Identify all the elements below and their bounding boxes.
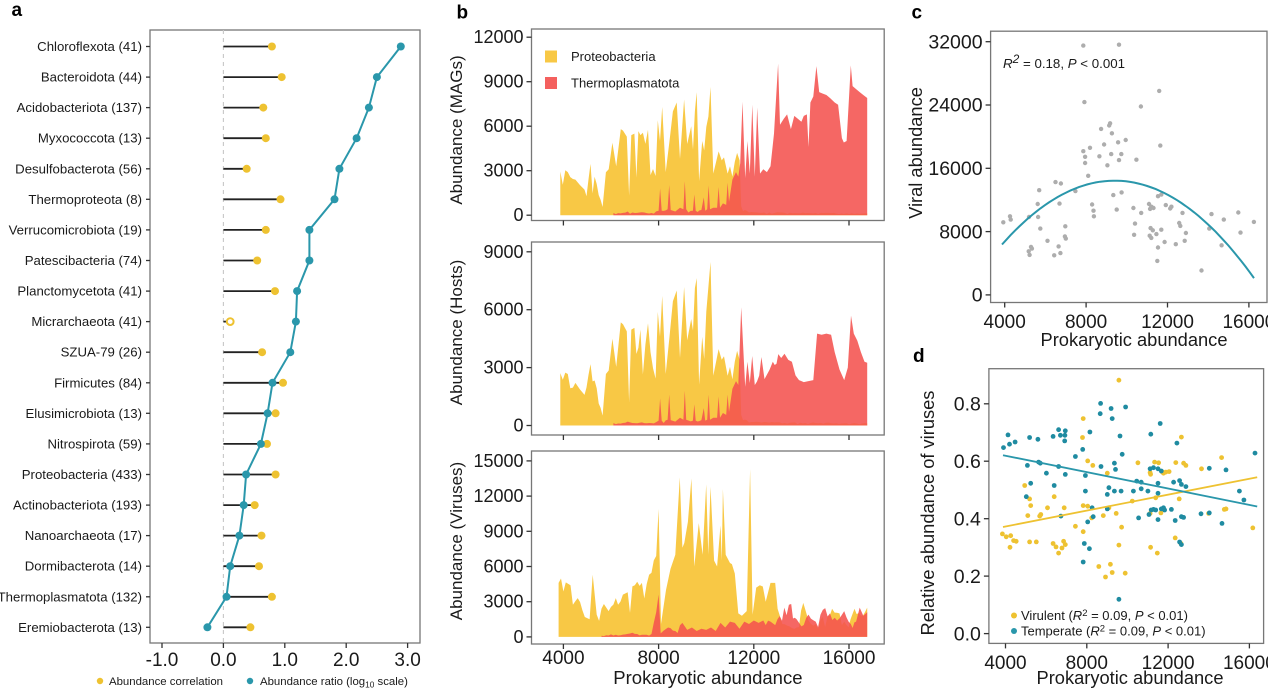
svg-text:8000: 8000: [939, 221, 983, 243]
svg-text:8000: 8000: [1065, 312, 1107, 333]
svg-text:Nanoarchaeota (17): Nanoarchaeota (17): [25, 528, 142, 543]
svg-text:0.0: 0.0: [210, 650, 236, 671]
svg-text:Temperate (R2 = 0.09, P < 0.01: Temperate (R2 = 0.09, P < 0.01): [1021, 623, 1206, 638]
svg-text:0.2: 0.2: [954, 566, 981, 588]
svg-text:SZUA-79 (26): SZUA-79 (26): [61, 345, 142, 360]
svg-text:16000: 16000: [823, 648, 876, 669]
svg-text:Abundance correlation: Abundance correlation: [109, 676, 223, 688]
svg-text:Eremiobacterota (13): Eremiobacterota (13): [18, 620, 142, 635]
svg-text:Bacteroidota (44): Bacteroidota (44): [41, 70, 142, 85]
svg-text:Prokaryotic abundance: Prokaryotic abundance: [613, 667, 802, 688]
svg-text:c: c: [912, 3, 923, 24]
svg-text:Desulfobacterota (56): Desulfobacterota (56): [15, 161, 142, 176]
svg-text:Viral abundance: Viral abundance: [905, 87, 926, 219]
svg-text:6000: 6000: [483, 557, 523, 577]
svg-text:4000: 4000: [542, 648, 584, 669]
svg-text:0.6: 0.6: [954, 451, 981, 473]
svg-text:Abundance (Hosts): Abundance (Hosts): [447, 260, 466, 406]
svg-text:6000: 6000: [483, 116, 523, 136]
svg-text:-1.0: -1.0: [146, 650, 179, 671]
svg-text:4000: 4000: [984, 312, 1026, 333]
svg-text:Abundance (Viruses): Abundance (Viruses): [447, 462, 466, 620]
svg-text:Thermoplasmatota (132): Thermoplasmatota (132): [0, 589, 142, 604]
svg-text:Micrarchaeota (41): Micrarchaeota (41): [31, 314, 142, 329]
svg-text:0.4: 0.4: [954, 508, 981, 530]
svg-text:3000: 3000: [483, 161, 523, 181]
svg-text:2.0: 2.0: [333, 650, 359, 671]
svg-text:Prokaryotic abundance: Prokaryotic abundance: [1041, 329, 1228, 350]
svg-text:0: 0: [513, 416, 523, 436]
svg-text:Proteobacteria: Proteobacteria: [571, 49, 656, 64]
svg-text:12000: 12000: [473, 486, 523, 506]
svg-text:Virulent (R2 = 0.09, P < 0.01): Virulent (R2 = 0.09, P < 0.01): [1021, 608, 1188, 623]
svg-text:1.0: 1.0: [272, 650, 298, 671]
svg-text:Prokaryotic abundance: Prokaryotic abundance: [1037, 667, 1224, 688]
svg-text:R2 = 0.18, P < 0.001: R2 = 0.18, P < 0.001: [1003, 52, 1125, 71]
svg-text:9000: 9000: [483, 72, 523, 92]
svg-text:32000: 32000: [928, 31, 982, 53]
svg-text:Thermoproteota (8): Thermoproteota (8): [28, 192, 142, 207]
svg-text:Thermoplasmatota: Thermoplasmatota: [571, 76, 680, 91]
svg-text:0: 0: [513, 205, 523, 225]
svg-text:4000: 4000: [984, 653, 1026, 674]
svg-text:3000: 3000: [483, 358, 523, 378]
svg-text:16000: 16000: [1223, 653, 1268, 674]
svg-text:Abundance (MAGs): Abundance (MAGs): [447, 55, 466, 204]
svg-text:6000: 6000: [483, 300, 523, 320]
svg-text:9000: 9000: [483, 521, 523, 541]
svg-text:12000: 12000: [1141, 312, 1194, 333]
svg-text:15000: 15000: [473, 451, 523, 471]
svg-text:b: b: [457, 3, 469, 24]
svg-text:Elusimicrobiota (13): Elusimicrobiota (13): [25, 406, 142, 421]
svg-text:3.0: 3.0: [394, 650, 420, 671]
svg-text:9000: 9000: [483, 242, 523, 262]
svg-text:d: d: [913, 346, 925, 367]
svg-text:Relative abundance of viruses: Relative abundance of viruses: [917, 391, 938, 636]
svg-text:24000: 24000: [928, 95, 982, 117]
svg-text:0: 0: [513, 627, 523, 647]
svg-text:12000: 12000: [473, 27, 523, 47]
svg-text:Nitrospirota (59): Nitrospirota (59): [47, 436, 142, 451]
svg-text:Acidobacteriota (137): Acidobacteriota (137): [17, 100, 142, 115]
svg-text:0.8: 0.8: [954, 394, 981, 416]
svg-text:16000: 16000: [928, 158, 982, 180]
svg-text:Patescibacteria (74): Patescibacteria (74): [25, 253, 142, 268]
svg-text:0: 0: [972, 285, 983, 307]
svg-text:Actinobacteriota (193): Actinobacteriota (193): [13, 498, 142, 513]
svg-text:Firmicutes (84): Firmicutes (84): [54, 375, 142, 390]
svg-text:12000: 12000: [1142, 653, 1195, 674]
svg-text:Dormibacterota (14): Dormibacterota (14): [25, 559, 142, 574]
svg-text:12000: 12000: [727, 648, 780, 669]
svg-text:Myxococcota (13): Myxococcota (13): [38, 131, 142, 146]
svg-text:0.0: 0.0: [954, 623, 981, 645]
svg-text:Planctomycetota (41): Planctomycetota (41): [17, 284, 142, 299]
svg-text:a: a: [12, 0, 23, 21]
svg-text:8000: 8000: [1066, 653, 1108, 674]
svg-text:8000: 8000: [637, 648, 679, 669]
svg-text:Proteobacteria (433): Proteobacteria (433): [22, 467, 142, 482]
svg-text:16000: 16000: [1222, 312, 1268, 333]
svg-text:Verrucomicrobiota (19): Verrucomicrobiota (19): [9, 222, 142, 237]
svg-text:Chloroflexota (41): Chloroflexota (41): [37, 39, 142, 54]
svg-text:Abundance ratio (log10 scale): Abundance ratio (log10 scale): [260, 676, 408, 690]
svg-text:3000: 3000: [483, 592, 523, 612]
